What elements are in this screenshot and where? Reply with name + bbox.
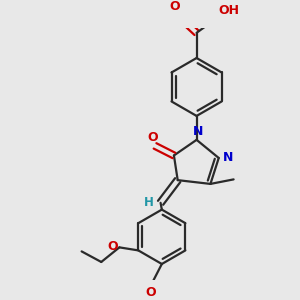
Text: OH: OH <box>218 4 239 17</box>
Text: N: N <box>192 125 203 138</box>
Text: O: O <box>147 131 158 144</box>
Text: O: O <box>169 0 180 13</box>
Text: N: N <box>223 151 233 164</box>
Text: O: O <box>146 286 156 299</box>
Text: O: O <box>107 240 118 253</box>
Text: H: H <box>144 196 154 209</box>
